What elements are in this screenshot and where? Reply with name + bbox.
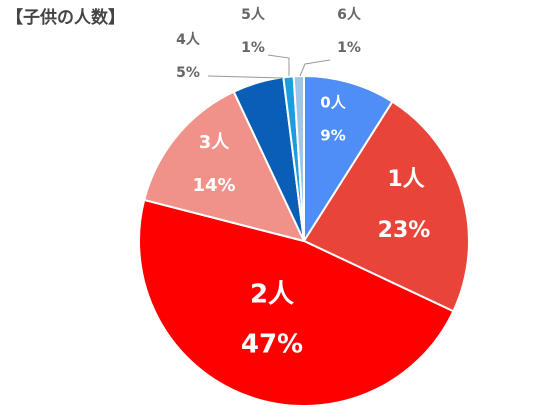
value-label: 5% [176, 65, 200, 81]
value-label: 1% [337, 40, 361, 56]
slice-label: 5人 [241, 6, 266, 23]
pie-slice [302, 100, 470, 313]
value-label: 9% [320, 127, 345, 145]
pie-slice [138, 198, 455, 407]
slice-label: 2人 [250, 280, 294, 310]
leader-line [267, 54, 290, 76]
leader-line [299, 59, 331, 77]
value-label: 1% [241, 40, 265, 56]
leader-line [207, 75, 284, 79]
value-label: 23% [378, 218, 431, 243]
slice-label: 4人 [176, 31, 201, 48]
slice-label: 0人 [320, 94, 346, 112]
pie-slice [292, 74, 305, 242]
value-label: 14% [192, 175, 235, 196]
slice-label: 3人 [199, 132, 231, 153]
pie-slice [142, 90, 306, 243]
chart-title: 【子供の人数】 [6, 7, 125, 28]
pie-slice [303, 74, 394, 245]
value-label: 47% [241, 330, 303, 360]
slice-label: 1人 [387, 167, 424, 192]
slice-label: 6人 [337, 6, 362, 23]
